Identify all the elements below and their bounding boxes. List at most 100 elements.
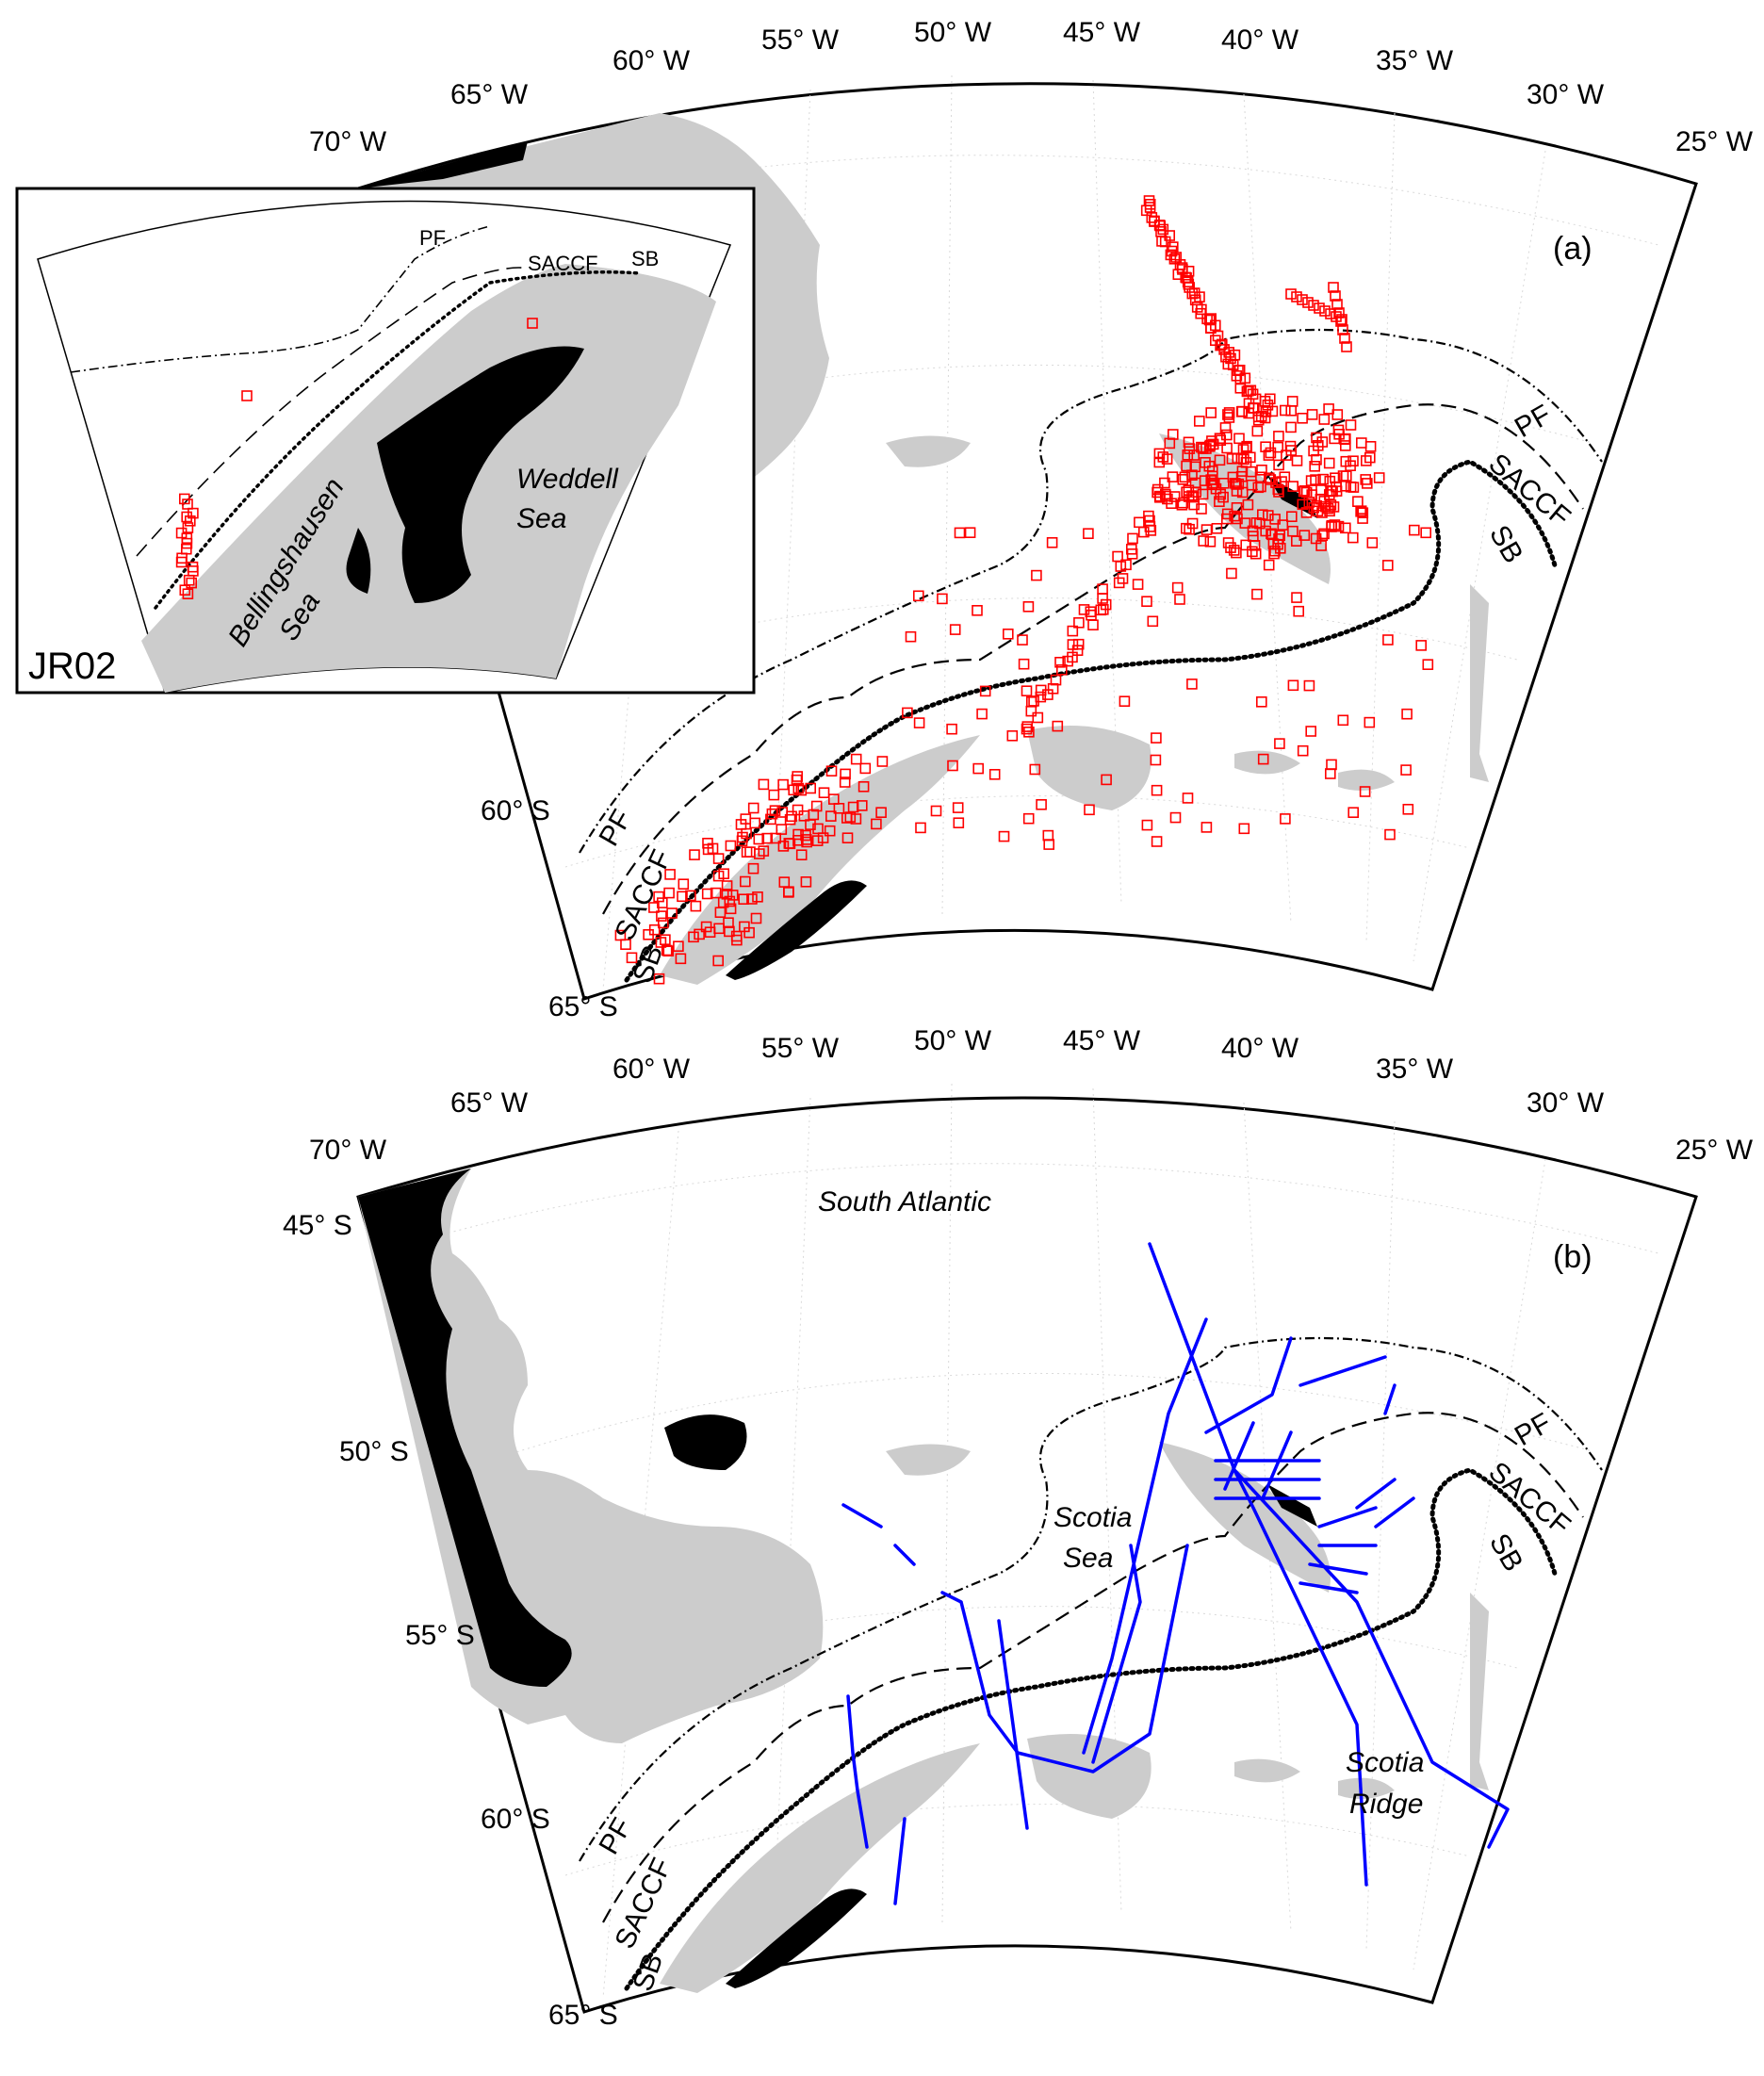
observation-marker [1017, 634, 1028, 646]
observation-marker [1281, 450, 1292, 461]
observation-marker [1251, 588, 1263, 600]
pf-label-b-west: PF [593, 1813, 638, 1860]
observation-marker [1297, 294, 1308, 305]
andes-ice-b [358, 1169, 572, 1687]
observation-marker [1364, 451, 1376, 464]
observation-marker [841, 812, 853, 824]
observation-marker [1182, 793, 1194, 804]
scotia-ridge-label-line2: Ridge [1349, 1789, 1423, 1820]
observation-marker [241, 390, 253, 401]
observation-marker [1272, 441, 1283, 453]
observation-marker [954, 527, 966, 539]
observation-marker [1357, 513, 1368, 524]
observation-marker [792, 804, 804, 816]
pf-label-b-east: PF [1510, 1407, 1557, 1452]
observation-marker [1318, 414, 1331, 425]
observation-marker [1247, 546, 1258, 558]
observation-marker [979, 685, 991, 697]
observation-marker [1207, 466, 1218, 477]
observation-marker [1231, 547, 1242, 559]
observation-marker [664, 869, 676, 880]
observation-marker [1263, 559, 1275, 571]
observation-marker [1328, 501, 1340, 513]
observation-marker [800, 829, 811, 842]
observation-marker [1337, 324, 1348, 335]
lon-label-45w: 45° W [1063, 17, 1141, 48]
scotia-ridge-label-line1: Scotia [1346, 1747, 1424, 1778]
sb-front-b [624, 1467, 1558, 1991]
observation-marker [1219, 422, 1232, 433]
south-georgia-land-b [1159, 1442, 1331, 1593]
observation-marker [1232, 452, 1244, 465]
observation-marker [1250, 516, 1263, 529]
panel-a-latitude-labels: 60° S 65° S [481, 795, 618, 1022]
observation-marker [770, 832, 782, 844]
observation-marker [1196, 441, 1207, 453]
observation-marker [724, 895, 736, 907]
observation-marker [1285, 421, 1297, 433]
observation-marker [1134, 516, 1145, 529]
observation-marker [1200, 524, 1213, 535]
observation-marker [937, 593, 948, 605]
observation-marker [701, 888, 713, 900]
observation-marker [721, 888, 733, 900]
observation-marker [1309, 460, 1320, 472]
observation-marker [1257, 753, 1269, 765]
observation-marker [1259, 412, 1271, 424]
observation-marker [1287, 679, 1299, 692]
observation-marker [685, 890, 696, 902]
observation-marker [1250, 548, 1262, 560]
observation-marker [1067, 639, 1079, 650]
observation-marker [717, 896, 729, 908]
observation-marker [1297, 744, 1309, 757]
observation-marker [1073, 616, 1085, 629]
observation-marker [1176, 499, 1188, 511]
observation-marker [1199, 475, 1211, 486]
observation-marker [976, 708, 988, 720]
observation-marker [1198, 535, 1209, 547]
observation-marker [1256, 464, 1267, 476]
observation-marker [1113, 577, 1125, 589]
observation-marker [738, 893, 750, 906]
observation-marker [784, 813, 796, 825]
observation-marker [1331, 299, 1343, 310]
observation-marker [949, 624, 961, 635]
observation-marker [1151, 732, 1162, 744]
observation-marker [1241, 385, 1253, 398]
observation-marker [1246, 479, 1258, 491]
observation-marker [749, 817, 761, 829]
observation-marker [1159, 477, 1170, 489]
observation-marker [1326, 759, 1337, 771]
observation-marker [1154, 220, 1166, 232]
observation-marker [626, 952, 638, 964]
observation-marker [1256, 695, 1267, 708]
lon-label-50w: 50° W [914, 17, 992, 48]
observation-marker [1231, 369, 1243, 382]
observation-marker [1336, 314, 1348, 325]
observation-marker [1006, 729, 1019, 742]
panel-b-ship-tracks [841, 1242, 1510, 1905]
observation-marker [1273, 459, 1284, 471]
observation-marker [1366, 537, 1379, 548]
saccf-front-b [602, 1412, 1584, 1923]
lon-label-70w: 70° W [309, 126, 387, 157]
observation-marker [1235, 406, 1248, 417]
observation-marker [1280, 404, 1291, 417]
observation-marker [902, 707, 913, 719]
observation-marker [1226, 452, 1238, 465]
lon-label-45w-b: 45° W [1063, 1025, 1141, 1056]
observation-marker [1341, 341, 1352, 352]
observation-marker [1018, 658, 1030, 670]
antarctic-peninsula-land-b [660, 1743, 980, 1993]
observation-marker [1233, 433, 1245, 445]
observation-marker [712, 955, 725, 967]
observation-marker [1341, 470, 1352, 482]
observation-marker [1328, 282, 1339, 293]
observation-marker [1277, 519, 1289, 531]
lat-label-65s: 65° S [548, 991, 618, 1022]
observation-marker [964, 527, 976, 539]
observation-marker [1174, 594, 1185, 605]
lon-label-55w: 55° W [761, 25, 840, 56]
observation-marker [1287, 481, 1298, 492]
